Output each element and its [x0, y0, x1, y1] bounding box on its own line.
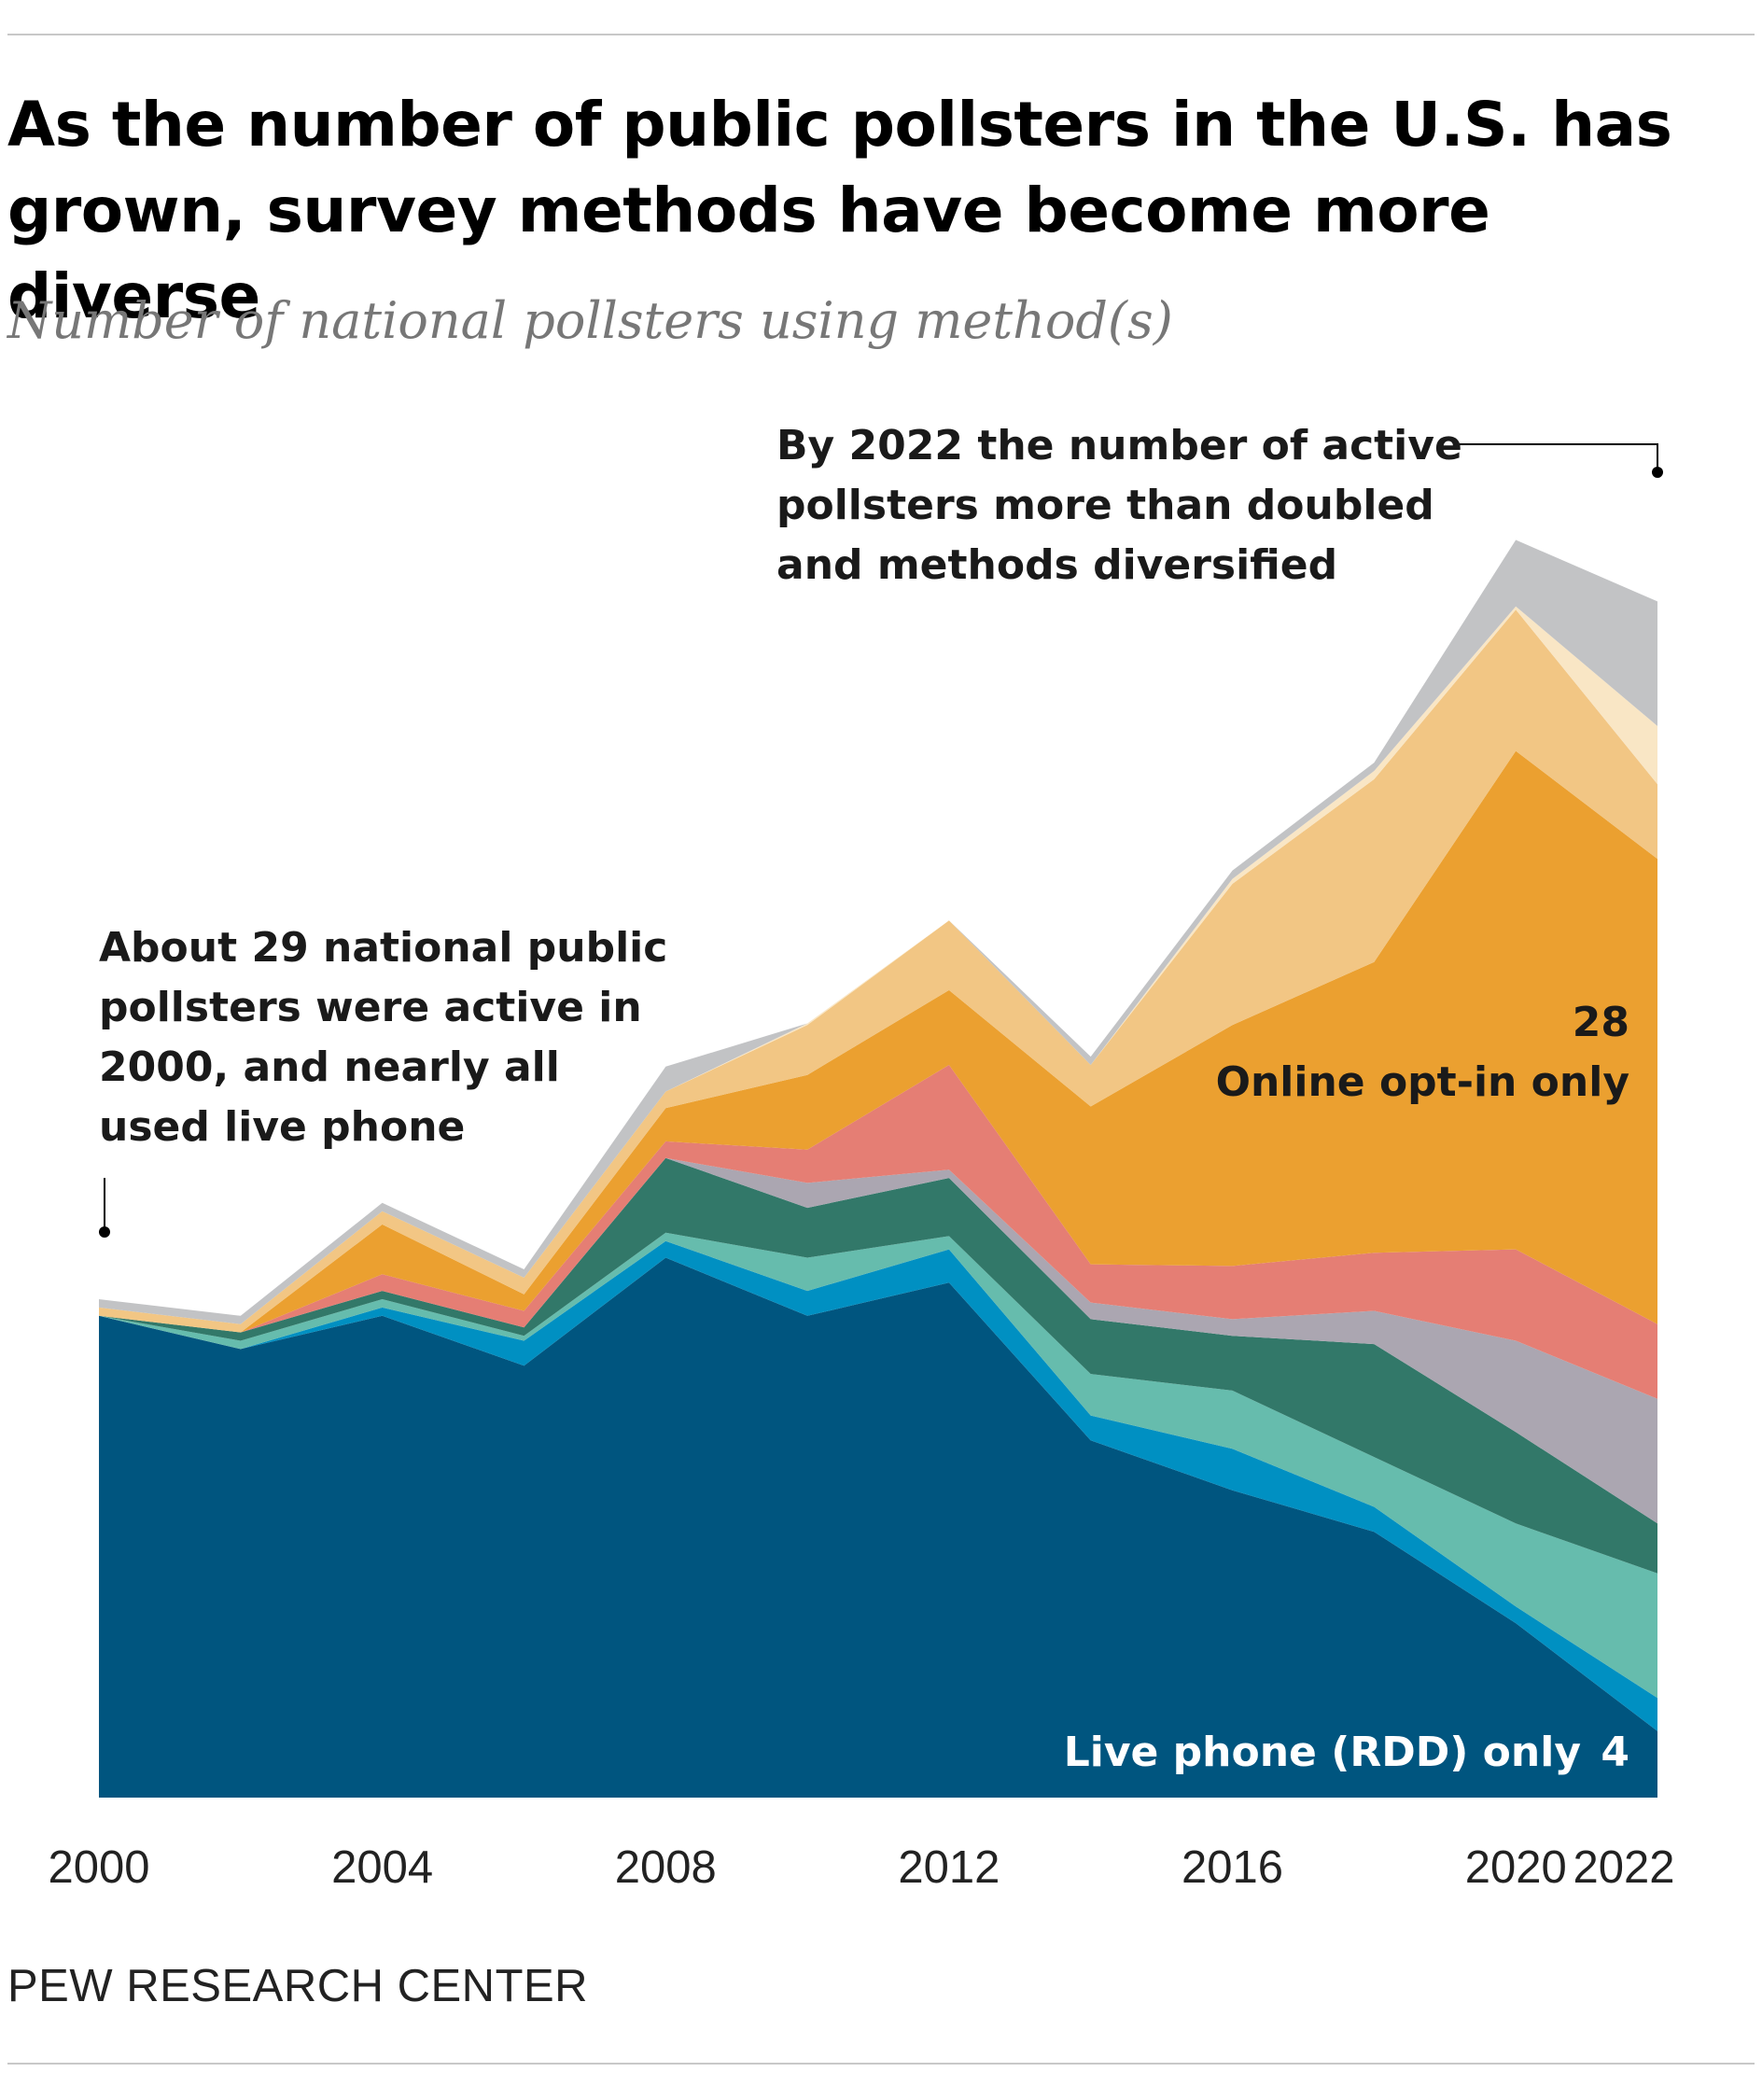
x-axis-ticks: 2000 2004 2008 2012 2016 2020 2022: [48, 1842, 1674, 1893]
bottom-rule: [7, 2063, 1755, 2065]
annotation-2000-line-3: 2000, and nearly all: [99, 1043, 560, 1091]
live-phone-value-label: 4: [1601, 1729, 1629, 1776]
area-series-8: [99, 609, 1657, 1333]
annotation-2022-line-2: pollsters more than doubled: [776, 482, 1434, 529]
live-phone-name-label: Live phone (RDD) only: [1064, 1729, 1581, 1776]
annotation-2000-dot: [99, 1226, 110, 1238]
x-tick-2022: 2022: [1573, 1842, 1674, 1893]
annotation-2022-line-3: and methods diversified: [776, 541, 1337, 589]
chart-subtitle: Number of national pollsters using metho…: [7, 291, 1173, 350]
annotation-2022-leader: [1460, 443, 1658, 469]
annotation-2000-line-2: pollsters were active in: [99, 984, 642, 1031]
x-tick-2008: 2008: [615, 1842, 717, 1893]
chart-title: As the number of public pollsters in the…: [7, 89, 1672, 332]
annotation-2000-line-1: About 29 national public: [99, 924, 667, 972]
area-series-1: [99, 1257, 1657, 1798]
x-tick-2000: 2000: [48, 1842, 149, 1893]
annotation-2000: About 29 national public pollsters were …: [99, 924, 667, 1238]
area-series-5: [99, 1157, 1657, 1524]
area-series-7: [99, 750, 1657, 1333]
stacked-area-chart: About 29 national public pollsters were …: [48, 422, 1674, 1893]
x-tick-2020: 2020: [1465, 1842, 1567, 1893]
area-series-10: [99, 539, 1657, 1324]
annotation-2022: By 2022 the number of active pollsters m…: [776, 422, 1663, 589]
area-series-3: [99, 1232, 1657, 1699]
x-tick-2016: 2016: [1182, 1842, 1283, 1893]
source-credit: PEW RESEARCH CENTER: [7, 1961, 589, 2011]
online-optin-name-label: Online opt-in only: [1216, 1058, 1629, 1106]
top-rule: [7, 34, 1755, 35]
area-series-6: [99, 1065, 1657, 1399]
area-series-4: [99, 1157, 1657, 1574]
annotation-2022-line-1: By 2022 the number of active: [776, 422, 1462, 469]
x-tick-2012: 2012: [898, 1842, 1000, 1893]
online-optin-value-label: 28: [1573, 999, 1629, 1046]
annotation-2022-dot: [1652, 467, 1663, 478]
x-tick-2004: 2004: [331, 1842, 433, 1893]
area-layers: [99, 539, 1657, 1798]
annotation-2000-line-4: used live phone: [99, 1103, 465, 1151]
